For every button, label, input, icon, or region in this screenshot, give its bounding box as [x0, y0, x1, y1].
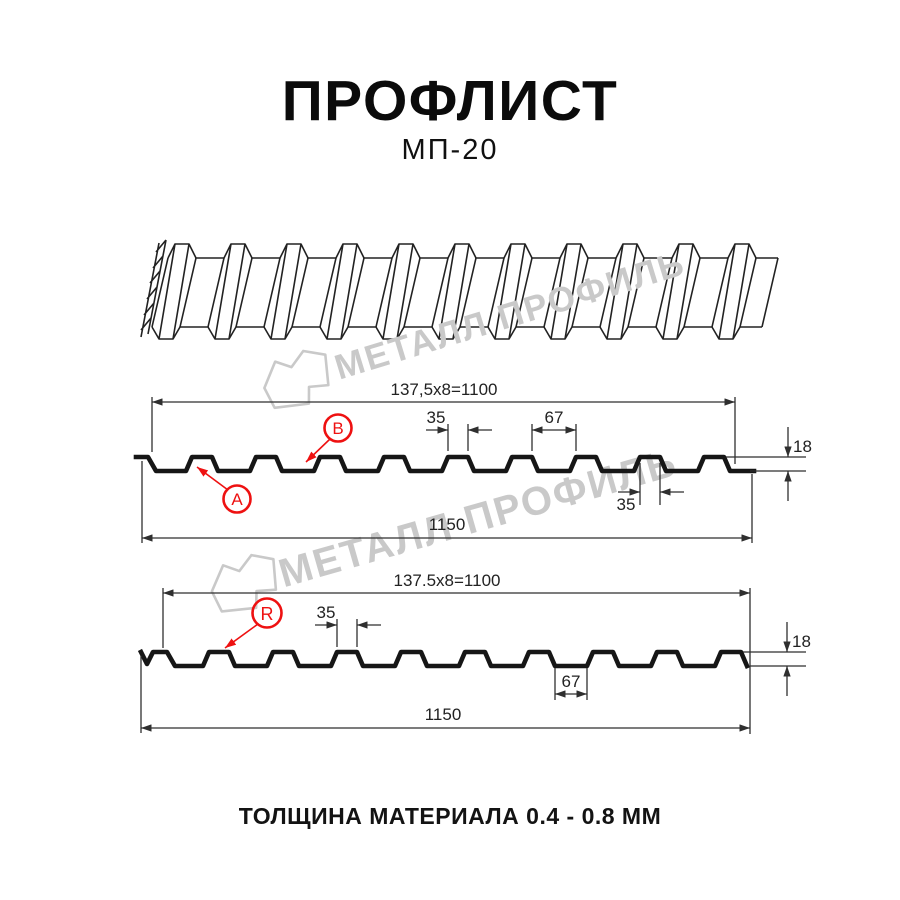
watermark-text: МЕТАЛЛ ПРОФИЛЬ [330, 244, 690, 388]
dim-crest-label: 35 [427, 408, 446, 427]
dim-pitch: 137.5x8=1100 [162, 571, 751, 734]
material-thickness-note: ТОЛЩИНА МАТЕРИАЛА 0.4 - 0.8 ММ [238, 803, 662, 829]
metall-profil-logo-icon [210, 553, 278, 613]
dim-pitch-label: 137.5x8=1100 [394, 571, 501, 590]
sheet-far-edge [167, 243, 778, 259]
dim-height-label: 18 [792, 632, 811, 651]
dim-total-width-label: 1150 [429, 515, 466, 534]
dim-total-width: 1150 [140, 656, 750, 733]
dim-valley-label: 67 [545, 408, 564, 427]
sheet-fold-lines [151, 243, 779, 340]
dim-height: 18 [726, 427, 812, 501]
dim-crest-bottom: 35 [617, 463, 684, 514]
callout-b: B [305, 413, 353, 463]
callout-a-label: A [231, 490, 243, 509]
callout-r-label: R [261, 604, 274, 624]
cross-section-bottom: 137.5x8=1100 35 67 18 [137, 571, 811, 734]
page-title: ПРОФЛИСТ [281, 69, 619, 133]
dim-pitch: 137,5x8=1100 [151, 380, 736, 464]
callout-b-label: B [332, 419, 343, 438]
dim-pitch-label: 137,5x8=1100 [391, 380, 498, 399]
profile-outline [137, 648, 751, 670]
dim-valley-label: 67 [562, 672, 581, 691]
dim-total-width-label: 1150 [425, 705, 462, 724]
dim-height-label: 18 [793, 437, 812, 456]
dim-crest-label: 35 [317, 603, 336, 622]
metall-profil-logo-icon [263, 349, 330, 410]
profile-3d-drawing [140, 239, 779, 340]
dim-crest-bottom-label: 35 [617, 495, 636, 514]
dim-crest-top: 35 [426, 408, 492, 451]
profile-model-label: МП-20 [401, 134, 499, 166]
dim-valley-bottom: 67 [554, 668, 588, 700]
callout-a: A [196, 466, 252, 514]
sheet-cut-edge-hatching [140, 239, 167, 338]
callout-r: R [224, 597, 283, 649]
dim-height: 18 [743, 622, 811, 696]
cross-section-top: 137,5x8=1100 35 67 35 [133, 380, 812, 543]
dim-crest-top: 35 [315, 603, 381, 647]
dim-valley-opening: 67 [531, 408, 577, 451]
dim-total-width: 1150 [141, 461, 753, 543]
profile-outline [133, 454, 757, 474]
